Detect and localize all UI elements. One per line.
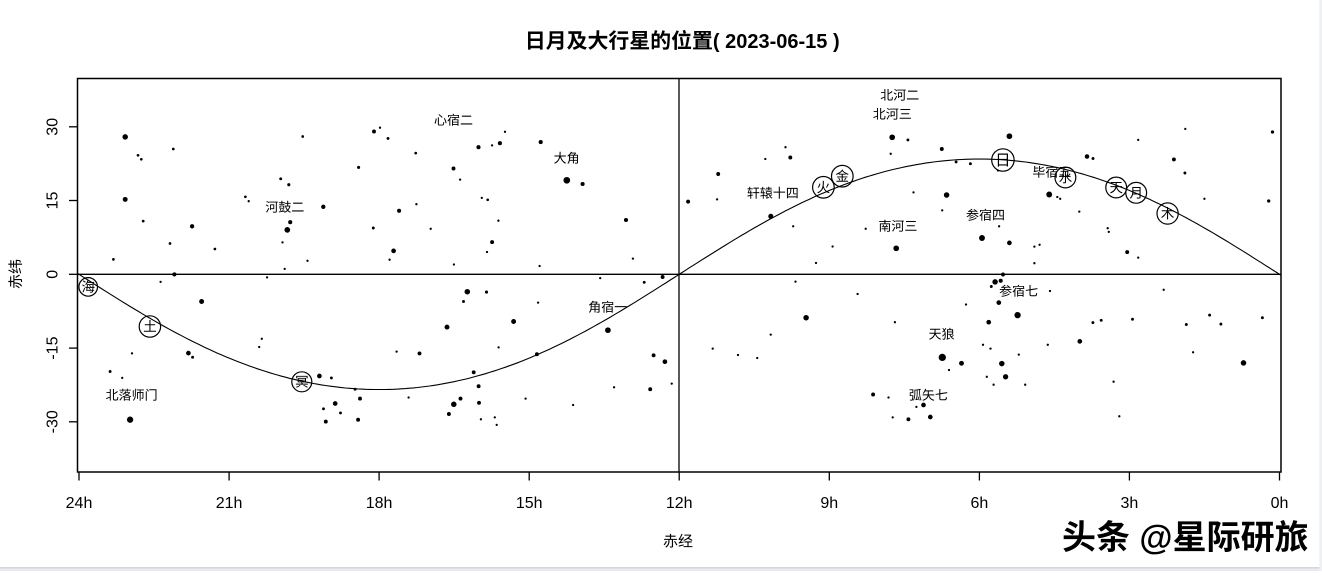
svg-text:30: 30 (45, 118, 62, 136)
svg-text:15h: 15h (516, 495, 543, 512)
svg-text:6h: 6h (971, 495, 989, 512)
svg-text:( 2023-06-15 ): ( 2023-06-15 ) (713, 31, 840, 53)
svg-text:-30: -30 (45, 410, 62, 433)
svg-text:0: 0 (45, 270, 62, 279)
svg-text:3h: 3h (1121, 495, 1139, 512)
svg-text:12h: 12h (666, 495, 693, 512)
svg-text:-15: -15 (45, 336, 62, 359)
svg-text:@: @ (1139, 519, 1172, 557)
svg-text:0h: 0h (1271, 495, 1289, 512)
svg-text:24h: 24h (66, 495, 93, 512)
svg-text:21h: 21h (216, 495, 243, 512)
svg-text:18h: 18h (366, 495, 393, 512)
svg-text:15: 15 (45, 192, 62, 210)
svg-text:9h: 9h (820, 495, 838, 512)
